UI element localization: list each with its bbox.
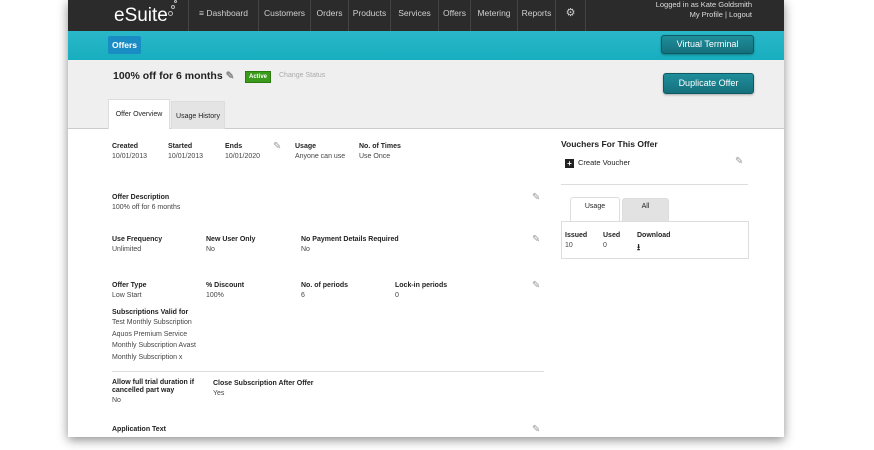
voucher-usage-panel: Issued 10 Used 0 Download ⭳ bbox=[561, 221, 749, 259]
nav-products[interactable]: Products bbox=[348, 0, 390, 31]
field-application-text: Application Text bbox=[112, 426, 166, 433]
field-close-subscription: Close Subscription After Offer Yes bbox=[213, 380, 314, 397]
user-info: Logged in as Kate Goldsmith My Profile |… bbox=[656, 0, 752, 20]
logo: eSuite bbox=[114, 5, 168, 26]
divider bbox=[112, 371, 544, 372]
field-no-of-times: No. of Times Use Once bbox=[359, 143, 401, 160]
top-nav: eSuite ≡ Dashboard Customers Orders Prod… bbox=[68, 0, 784, 31]
voucher-issued: Issued 10 bbox=[565, 232, 588, 249]
edit-type-pencil-icon[interactable]: ✎ bbox=[532, 280, 541, 291]
field-no-of-periods: No. of periods 6 bbox=[301, 282, 349, 299]
nav-divider bbox=[585, 0, 586, 31]
nav-orders[interactable]: Orders bbox=[310, 0, 348, 31]
edit-frequency-pencil-icon[interactable]: ✎ bbox=[532, 234, 541, 245]
tab-offer-overview[interactable]: Offer Overview bbox=[108, 99, 170, 129]
field-lock-in-periods: Lock-in periods 0 bbox=[395, 282, 448, 299]
breadcrumb-offers[interactable]: Offers bbox=[108, 36, 142, 54]
tab-usage-history[interactable]: Usage History bbox=[171, 101, 225, 129]
status-badge: Active bbox=[245, 71, 272, 83]
menu-icon: ≡ bbox=[199, 8, 204, 18]
edit-description-pencil-icon[interactable]: ✎ bbox=[532, 192, 541, 203]
page-title: 100% off for 6 months ✎ bbox=[113, 70, 235, 82]
voucher-used: Used 0 bbox=[603, 232, 621, 249]
profile-logout-links[interactable]: My Profile | Logout bbox=[689, 10, 752, 19]
settings-gear-icon[interactable]: ⚙ bbox=[555, 0, 585, 31]
app-window: eSuite ≡ Dashboard Customers Orders Prod… bbox=[68, 0, 784, 437]
field-ends: Ends 10/01/2020 bbox=[225, 143, 261, 160]
field-subscriptions-valid-for: Subscriptions Valid for Test Monthly Sub… bbox=[112, 309, 196, 361]
vouchers-title: Vouchers For This Offer bbox=[561, 139, 658, 149]
subheader-bar: Offers Virtual Terminal bbox=[68, 31, 784, 60]
edit-pencil-icon[interactable]: ✎ bbox=[225, 70, 235, 82]
nav-offers[interactable]: Offers bbox=[438, 0, 470, 31]
field-usage: Usage Anyone can use bbox=[295, 143, 346, 160]
voucher-download: Download ⭳ bbox=[637, 231, 670, 256]
edit-dates-pencil-icon[interactable]: ✎ bbox=[273, 141, 282, 152]
nav-dashboard[interactable]: ≡ Dashboard bbox=[188, 0, 258, 31]
field-no-payment-details: No Payment Details Required No bbox=[301, 236, 399, 253]
voucher-tab-usage[interactable]: Usage bbox=[570, 197, 620, 222]
nav-services[interactable]: Services bbox=[390, 0, 438, 31]
field-new-user-only: New User Only No bbox=[206, 236, 256, 253]
divider bbox=[561, 184, 748, 185]
nav-reports[interactable]: Reports bbox=[517, 0, 555, 31]
download-icon[interactable]: ⭳ bbox=[637, 242, 641, 252]
duplicate-offer-button[interactable]: Duplicate Offer bbox=[663, 73, 754, 94]
field-offer-type: Offer Type Low Start bbox=[112, 282, 147, 299]
voucher-tab-all[interactable]: All bbox=[622, 198, 669, 221]
field-discount: % Discount 100% bbox=[206, 282, 245, 299]
virtual-terminal-button[interactable]: Virtual Terminal bbox=[661, 35, 754, 54]
logged-in-text: Logged in as Kate Goldsmith bbox=[655, 0, 752, 9]
field-allow-full-trial: Allow full trial duration if cancelled p… bbox=[112, 379, 195, 404]
plus-icon: + bbox=[565, 158, 574, 168]
field-use-frequency: Use Frequency Unlimited bbox=[112, 236, 163, 253]
field-offer-description: Offer Description 100% off for 6 months bbox=[112, 194, 181, 211]
field-created: Created 10/01/2013 bbox=[112, 143, 148, 160]
nav-metering[interactable]: Metering bbox=[470, 0, 517, 31]
edit-voucher-pencil-icon[interactable]: ✎ bbox=[735, 156, 744, 167]
field-started: Started 10/01/2013 bbox=[168, 143, 204, 160]
offer-header: 100% off for 6 months ✎ Active Change St… bbox=[68, 60, 784, 129]
create-voucher-button[interactable]: + Create Voucher bbox=[565, 158, 630, 168]
change-status-link[interactable]: Change Status bbox=[279, 72, 326, 79]
nav-customers[interactable]: Customers bbox=[258, 0, 310, 31]
edit-application-text-pencil-icon[interactable]: ✎ bbox=[532, 424, 541, 435]
